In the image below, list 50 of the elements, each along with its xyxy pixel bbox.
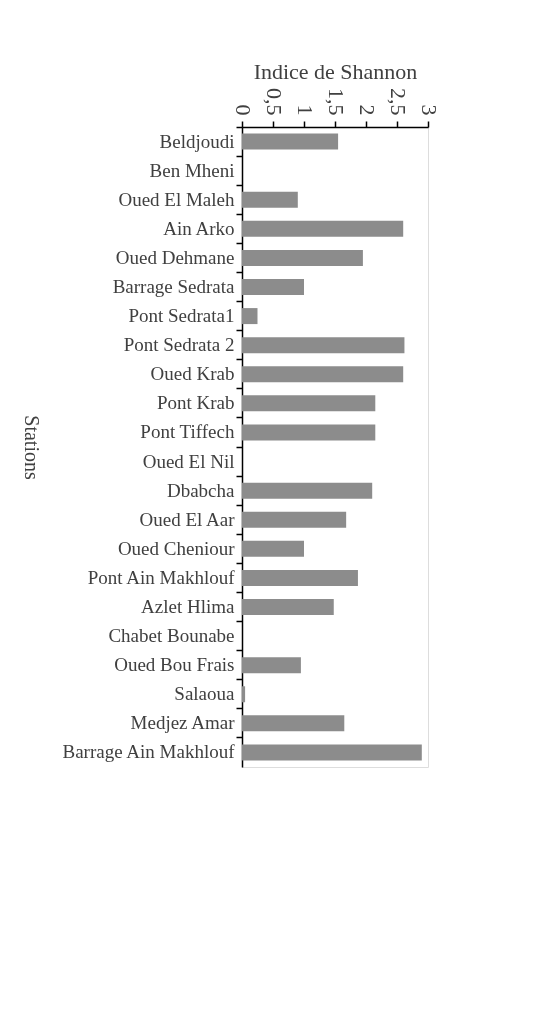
y-tick-label: Oued El Nil xyxy=(142,450,235,472)
x-tick-label: 0,5 xyxy=(261,88,287,116)
y-tick-label: Pont Tiffech xyxy=(140,421,235,443)
x-tick-label: 3 xyxy=(416,104,442,116)
y-tick-label: Barrage Sedrata xyxy=(112,276,236,297)
x-tick-label: 1 xyxy=(292,104,318,116)
bar xyxy=(242,686,246,703)
y-tick-label: Oued El Aar xyxy=(139,508,236,530)
y-tick-label: Salaoua xyxy=(174,683,236,705)
bar xyxy=(242,715,345,732)
bar xyxy=(242,744,422,761)
y-tick-label: Chabet Bounabe xyxy=(108,625,235,647)
y-tick-label: Pont Sedrata1 xyxy=(128,305,235,327)
y-tick-label: Oued El Maleh xyxy=(118,188,235,210)
y-tick-label: Pont Ain Makhlouf xyxy=(87,566,236,588)
y-axis-title: Stations xyxy=(21,415,44,480)
y-tick-label: Oued Bou Frais xyxy=(114,654,235,676)
y-tick-label: Oued Dehmane xyxy=(115,246,235,268)
y-tick-label: Pont Krab xyxy=(156,392,235,414)
y-tick-label: Pont Sedrata 2 xyxy=(123,334,235,356)
y-tick-label: Barrage Ain Makhlouf xyxy=(62,741,236,763)
y-tick-label: Oued Krab xyxy=(150,363,235,385)
y-tick-label: Dbabcha xyxy=(166,479,236,501)
bar xyxy=(242,482,373,499)
bar xyxy=(242,424,376,441)
bar xyxy=(242,395,376,412)
x-tick-label: 2 xyxy=(354,104,380,116)
bar xyxy=(242,337,405,354)
x-tick-label: 0 xyxy=(230,104,256,116)
bar xyxy=(242,366,404,383)
bar xyxy=(242,279,304,295)
y-tick-label: Medjez Amar xyxy=(130,712,236,734)
bar xyxy=(242,191,298,208)
bar xyxy=(242,569,358,586)
bar xyxy=(242,133,339,150)
x-axis-title: Indice de Shannon xyxy=(253,59,418,84)
bar xyxy=(242,540,304,557)
x-tick-label: 2,5 xyxy=(385,88,411,116)
bar xyxy=(242,220,404,237)
bar xyxy=(242,657,301,674)
y-tick-label: Azlet Hlima xyxy=(141,596,236,617)
bar xyxy=(242,511,347,528)
y-tick-label: Oued Cheniour xyxy=(117,537,236,559)
bar xyxy=(242,599,334,615)
y-tick-label: Ain Arko xyxy=(163,217,235,239)
y-tick-label: Beldjoudi xyxy=(159,130,235,152)
bar xyxy=(242,308,258,325)
bar xyxy=(242,249,363,266)
x-tick-label: 1,5 xyxy=(323,88,349,116)
y-tick-label: Ben Mheni xyxy=(149,159,235,181)
